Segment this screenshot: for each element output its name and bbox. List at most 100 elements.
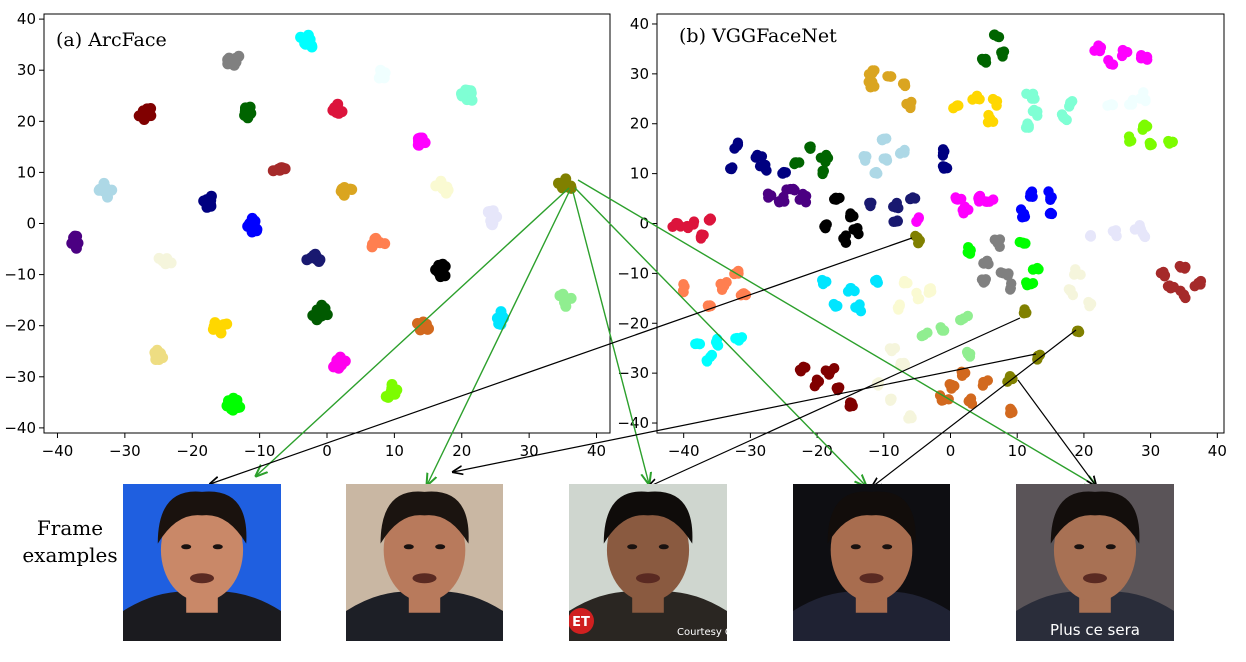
arcface-cluster-16-point bbox=[485, 215, 497, 227]
vggfacenet-cluster-8-point bbox=[939, 161, 950, 172]
vggfacenet-cluster-29 bbox=[934, 366, 1018, 419]
arcface-cluster-15-point bbox=[244, 220, 256, 232]
arcface-cluster-16-point bbox=[484, 205, 496, 217]
arcface-y-tick-label: 30 bbox=[17, 61, 36, 79]
arcface-cluster-12-point bbox=[338, 186, 350, 198]
right-eye bbox=[882, 544, 893, 550]
vggfacenet-cluster-12-point bbox=[819, 221, 830, 232]
right-eye bbox=[212, 544, 223, 550]
arcface-cluster-2 bbox=[222, 50, 245, 71]
vggfacenet-cluster-29-point bbox=[1005, 403, 1016, 414]
vggfacenet-cluster-11-point bbox=[781, 184, 792, 195]
vggfacenet-cluster-4-point bbox=[952, 100, 963, 111]
vggfacenet-cluster-3-point bbox=[863, 69, 875, 80]
vggfacenet-cluster-30-point bbox=[912, 232, 923, 243]
hair-shape bbox=[1050, 491, 1140, 544]
arcface-panel-title: (a) ArcFace bbox=[56, 29, 167, 51]
shirt-shape bbox=[793, 591, 950, 641]
vggfacenet-cluster-29-point bbox=[966, 398, 978, 409]
cluster-to-frame-arrows bbox=[210, 179, 1096, 487]
arcface-cluster-8 bbox=[412, 132, 431, 151]
arcface-cluster-3 bbox=[373, 64, 391, 84]
vggfacenet-cluster-22-point bbox=[1020, 238, 1031, 249]
vggfacenet-cluster-24-point bbox=[1195, 275, 1207, 287]
vggfacenet-cluster-12-point bbox=[853, 228, 864, 240]
vggfacenet-cluster-17-point bbox=[1139, 231, 1150, 242]
arcface-cluster-19-point bbox=[369, 233, 381, 245]
frame-example-1 bbox=[123, 484, 281, 641]
vggfacenet-cluster-27-point bbox=[809, 381, 820, 392]
face-shape bbox=[830, 498, 913, 602]
frame-examples-label-line2: examples bbox=[22, 543, 118, 567]
arcface-cluster-13 bbox=[553, 173, 577, 194]
vggfacenet-cluster-7-point bbox=[1164, 138, 1175, 149]
vggfacenet-cluster-21-point bbox=[978, 258, 989, 269]
vggfacenet-cluster-13-point bbox=[865, 200, 876, 212]
frame-example-4 bbox=[793, 484, 950, 641]
arcface-cluster-29 bbox=[380, 379, 403, 403]
vggfacenet-x-tick-label: 30 bbox=[1141, 442, 1160, 460]
vggfacenet-cluster-22-point bbox=[963, 242, 974, 253]
vggfacenet-cluster-25-point bbox=[731, 332, 743, 344]
vggfacenet-cluster-3-point bbox=[901, 98, 912, 110]
vggfacenet-cluster-26-point bbox=[938, 325, 950, 336]
shirt-shape bbox=[346, 591, 503, 641]
vggfacenet-cluster-17-point bbox=[1110, 225, 1122, 236]
vggfacenet-cluster-28-point bbox=[886, 393, 897, 404]
frame-caption-overlay: Plus ce sera bbox=[1050, 621, 1140, 639]
vggfacenet-cluster-1-point bbox=[988, 29, 1000, 41]
right-eye bbox=[658, 544, 669, 550]
face-shape bbox=[606, 498, 690, 602]
vggfacenet-cluster-11-point bbox=[800, 190, 812, 202]
vggfacenet-cluster-14-point bbox=[911, 216, 922, 227]
vggfacenet-cluster-1-point bbox=[980, 53, 991, 65]
left-eye bbox=[181, 544, 192, 550]
vggfacenet-cluster-27-point bbox=[847, 400, 858, 412]
vggfacenet-cluster-8-point bbox=[937, 150, 949, 161]
vggfacenet-cluster-20-point bbox=[892, 302, 904, 313]
vggfacenet-x-tick-label: −20 bbox=[801, 442, 833, 460]
vggfacenet-cluster-28-point bbox=[895, 358, 906, 369]
arcface-scatter-panel: −40 −30 −20 −10 0 10 20 30 40 −40 −30 −20 −10 0 10 20 30… bbox=[4, 10, 611, 460]
arcface-cluster-16 bbox=[482, 205, 503, 231]
vggfacenet-cluster-14-point bbox=[988, 194, 999, 205]
arcface-cluster-9 bbox=[267, 162, 291, 177]
vggfacenet-x-tick-label: −40 bbox=[668, 442, 700, 460]
vggfacenet-cluster-25-point bbox=[701, 356, 713, 367]
left-eye bbox=[850, 544, 861, 550]
arcface-cluster-13-point bbox=[553, 177, 564, 189]
arcface-cluster-13-point bbox=[565, 182, 577, 194]
vggfacenet-cluster-14-point bbox=[952, 194, 963, 205]
vggfacenet-cluster-13 bbox=[864, 192, 921, 227]
frame-example-5: Plus ce sera bbox=[1016, 484, 1174, 641]
vggfacenet-cluster-25-point bbox=[712, 340, 724, 351]
vggfacenet-cluster-12 bbox=[819, 192, 864, 248]
arcface-cluster-28-point bbox=[336, 359, 347, 371]
arcface-cluster-4 bbox=[456, 84, 478, 106]
vggfacenet-x-tick-label: 20 bbox=[1074, 442, 1093, 460]
vggfacenet-cluster-7-point bbox=[1141, 121, 1153, 132]
vggfacenet-x-tick-label: 10 bbox=[1008, 442, 1027, 460]
arcface-cluster-23-point bbox=[307, 310, 319, 321]
vggfacenet-cluster-26-point bbox=[955, 315, 967, 326]
vggfacenet-cluster-15-point bbox=[1046, 192, 1057, 203]
vggfacenet-cluster-21-point bbox=[994, 234, 1006, 245]
arcface-y-tick-label: −40 bbox=[4, 419, 36, 437]
arcface-cluster-22 bbox=[554, 288, 577, 312]
arrow-green-4 bbox=[574, 187, 866, 486]
arcface-y-tick-label: 20 bbox=[17, 112, 36, 130]
arcface-cluster-11 bbox=[93, 177, 118, 203]
vggfacenet-cluster-19 bbox=[817, 274, 883, 317]
vggfacenet-cluster-11-point bbox=[762, 188, 774, 199]
vggfacenet-cluster-27-point bbox=[831, 382, 843, 394]
arcface-x-tick-label: −20 bbox=[176, 442, 208, 460]
arcface-cluster-5-point bbox=[142, 110, 154, 121]
vggfacenet-cluster-30-point bbox=[1019, 304, 1030, 315]
frame-5-face-image: Plus ce sera bbox=[1016, 484, 1174, 641]
vggfacenet-cluster-10-point bbox=[880, 153, 891, 164]
vggfacenet-cluster-1 bbox=[976, 29, 1010, 68]
vggfacenet-cluster-16-point bbox=[705, 214, 717, 225]
arcface-cluster-23-point bbox=[321, 309, 333, 321]
vggfacenet-cluster-20-point bbox=[923, 287, 934, 298]
mouth bbox=[190, 573, 214, 584]
